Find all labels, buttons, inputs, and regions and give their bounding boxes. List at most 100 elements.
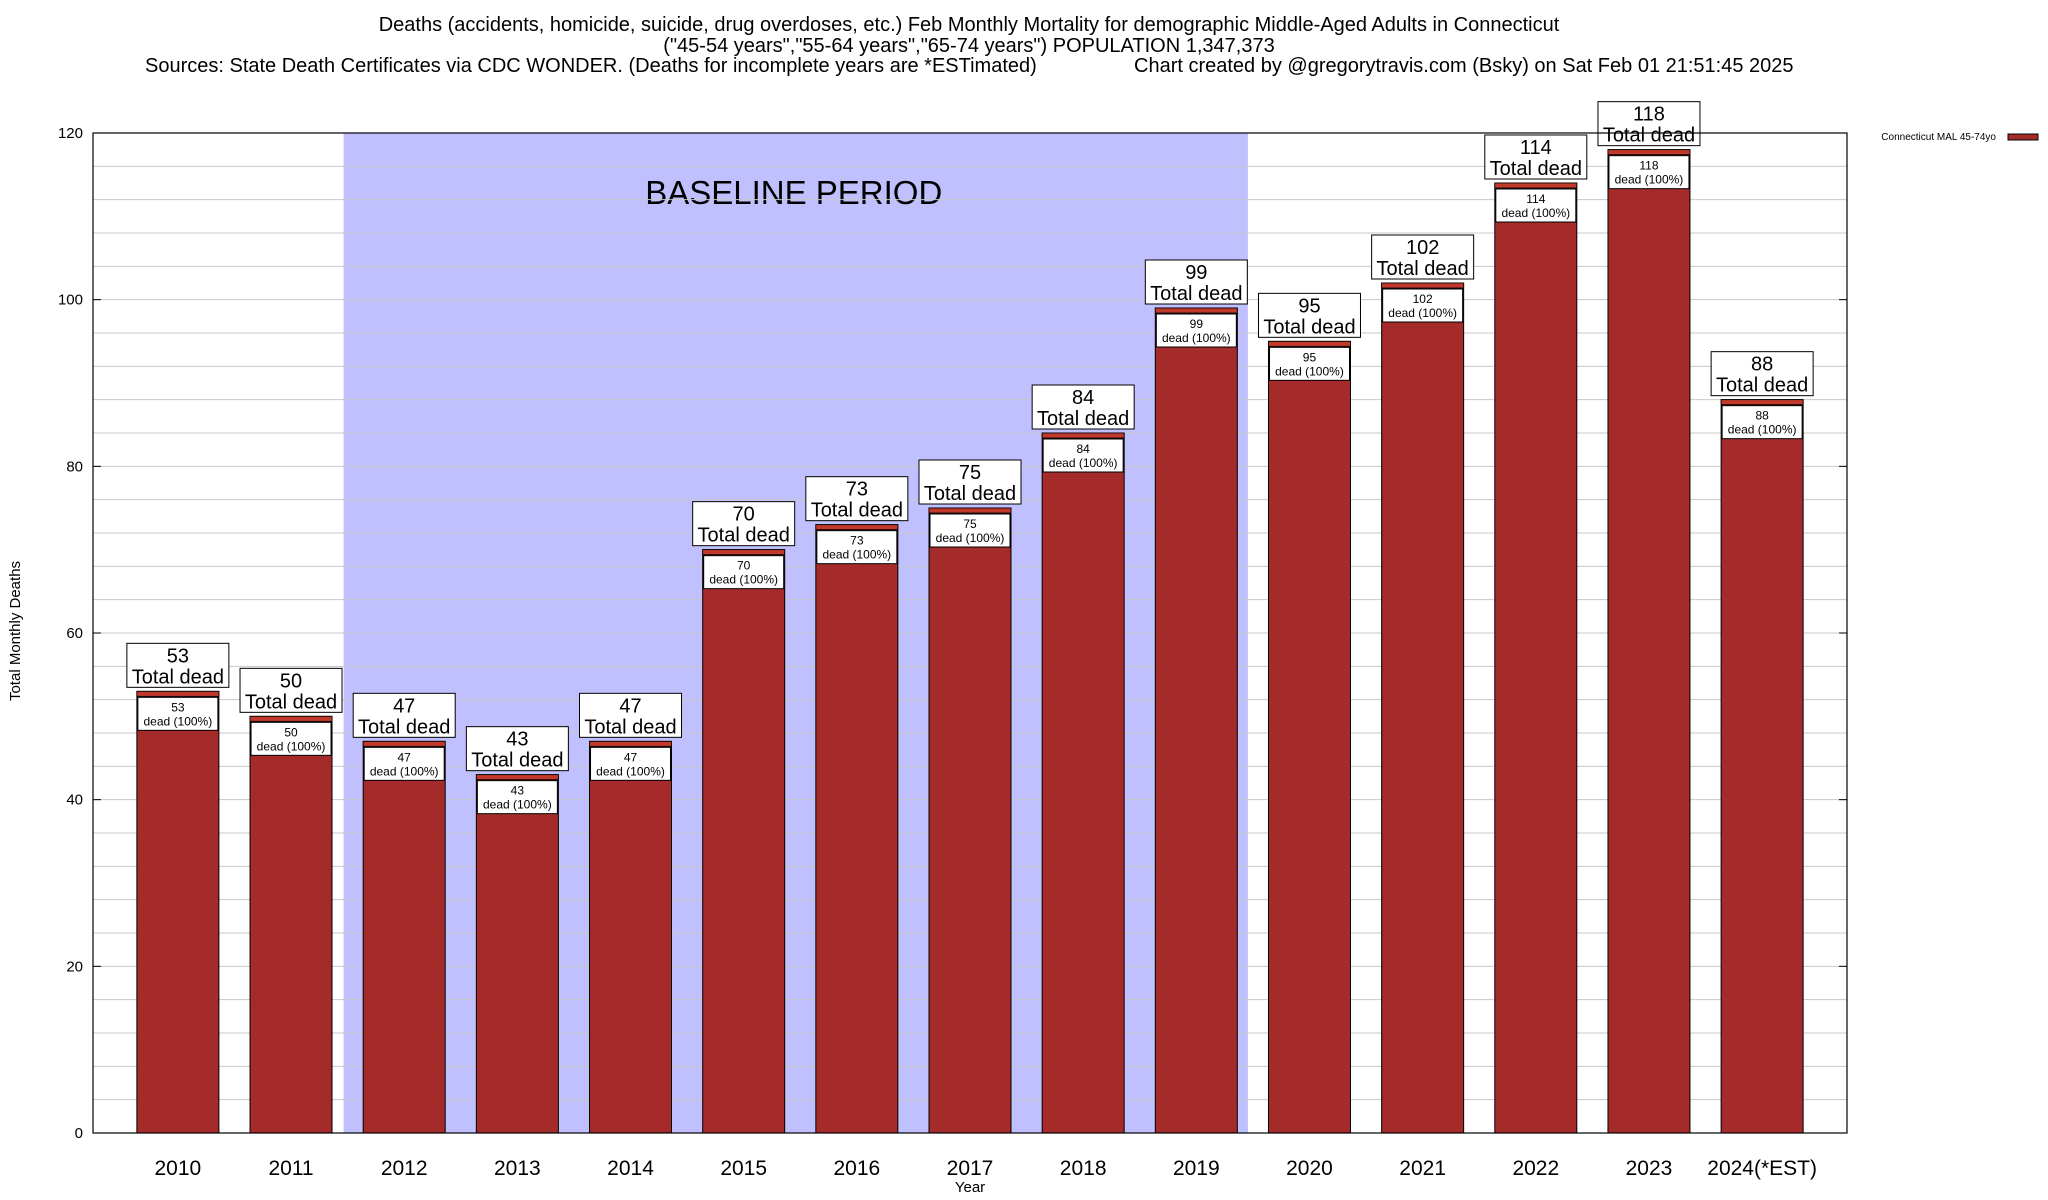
bar-total-value: 70 [733,504,755,526]
bar-detail-text: dead (100%) [370,764,439,778]
bar-total-text: Total dead [1376,258,1468,280]
x-tick-label: 2022 [1512,1157,1559,1180]
y-tick-label: 100 [58,292,83,309]
x-tick-label: 2012 [381,1157,428,1180]
bar-total-label-box [1257,292,1361,338]
bar [1494,182,1578,1134]
bar-detail-value: 75 [963,517,977,531]
bar-detail-value: 53 [171,700,185,714]
bar-detail-label-box [1721,405,1803,440]
bar-detail-label-box [1042,438,1124,473]
bar-detail-text: dead (100%) [144,714,213,728]
bar-detail-label-box [137,696,219,731]
bar-top-segment [1720,399,1804,406]
bar-total-value: 50 [280,670,302,692]
bar [928,507,1012,1134]
bar-total-text: Total dead [698,525,790,547]
x-tick-label: 2016 [833,1157,880,1180]
bar-detail-value: 99 [1190,317,1204,331]
bar-total-text: Total dead [1490,158,1582,180]
bar [1607,149,1691,1134]
bar-total-label-box [239,667,343,713]
bar-total-text: Total dead [1603,125,1695,147]
bar-total-text: Total dead [1263,316,1355,338]
y-tick-label: 0 [75,1125,83,1142]
bar-total-value: 102 [1406,237,1439,259]
bar-total-label-box [1371,234,1475,280]
bar-total-text: Total dead [132,666,224,688]
legend-series-label: Connecticut MAL 45-74yo [1881,132,1996,143]
bar-total-label-box [579,692,683,738]
x-tick-label: 2010 [155,1157,202,1180]
bar-total-label-box [465,726,569,772]
bar-detail-value: 47 [624,750,638,764]
bar-total-value: 118 [1633,104,1665,126]
bar-detail-label-box [1495,188,1577,223]
bar-detail-label-box [1382,288,1464,323]
bar-detail-value: 50 [284,725,298,739]
bar-detail-text: dead (100%) [1049,456,1118,470]
bar [815,524,899,1134]
bar-detail-text: dead (100%) [1162,331,1231,345]
bar-detail-label-box [929,513,1011,548]
bar-total-value: 84 [1072,387,1094,409]
bar [1267,340,1351,1134]
bar-total-label-box [126,642,230,688]
y-tick-label: 20 [66,958,83,975]
bar [589,740,673,1134]
bar-detail-text: dead (100%) [936,531,1005,545]
bar-detail-label-box [703,555,785,590]
bar [702,549,786,1134]
x-tick-label: 2017 [947,1157,994,1180]
bar-total-label-box [1144,259,1248,305]
x-tick-label: 2020 [1286,1157,1333,1180]
bar-total-value: 47 [619,695,641,717]
x-tick-label: 2023 [1626,1157,1673,1180]
bar-detail-text: dead (100%) [1388,306,1457,320]
bar-detail-label-box [590,746,672,781]
bar [1720,399,1804,1134]
bar-top-segment [702,549,786,556]
bar-detail-text: dead (100%) [822,548,891,562]
baseline-period-label: BASELINE PERIOD [645,174,942,211]
bar-detail-text: dead (100%) [709,573,778,587]
bar [1041,432,1125,1134]
bar-total-text: Total dead [1150,283,1242,305]
bar-top-segment [1268,340,1351,347]
y-tick-label: 40 [66,792,83,809]
bar-top-segment [475,774,559,781]
bar-total-text: Total dead [358,716,450,738]
bar-top-segment [815,524,899,531]
chart-title-group: Deaths (accidents, homicide, suicide, dr… [145,14,1794,77]
bar [136,690,220,1134]
x-tick-label: 2011 [268,1157,313,1180]
bar-top-segment [1154,307,1238,314]
bar-top-segment [249,715,333,722]
bar-detail-text: dead (100%) [1728,423,1797,437]
bar-total-value: 47 [393,695,415,717]
bar [1154,307,1238,1134]
bar-top-segment [928,507,1012,514]
bar-top-segment [1494,182,1578,189]
bar-total-value: 53 [167,645,189,667]
bar [1381,282,1465,1134]
bar-total-label-box [1031,384,1135,430]
bar-top-segment [1381,282,1465,289]
bar-total-label-box [692,501,796,547]
bar-total-value: 75 [959,462,981,484]
y-tick-label: 80 [66,458,83,475]
chart-sources-line: Sources: State Death Certificates via CD… [145,55,1037,77]
bar-detail-value: 84 [1076,442,1090,456]
bar [249,715,333,1134]
bar-total-text: Total dead [1037,408,1129,430]
y-axis-title: Total Monthly Deaths [7,561,24,701]
bar-detail-value: 70 [737,559,751,573]
bar-detail-label-box [363,746,445,781]
bar-detail-value: 102 [1413,292,1433,306]
bar-detail-label-box [1608,155,1690,190]
bar-top-segment [362,740,446,747]
chart-title-line-2: ("45-54 years","55-64 years","65-74 year… [663,35,1274,57]
bar-top-segment [1607,149,1691,156]
chart-title-line-1: Deaths (accidents, homicide, suicide, dr… [379,14,1560,36]
bar-detail-label-box [1268,346,1350,381]
